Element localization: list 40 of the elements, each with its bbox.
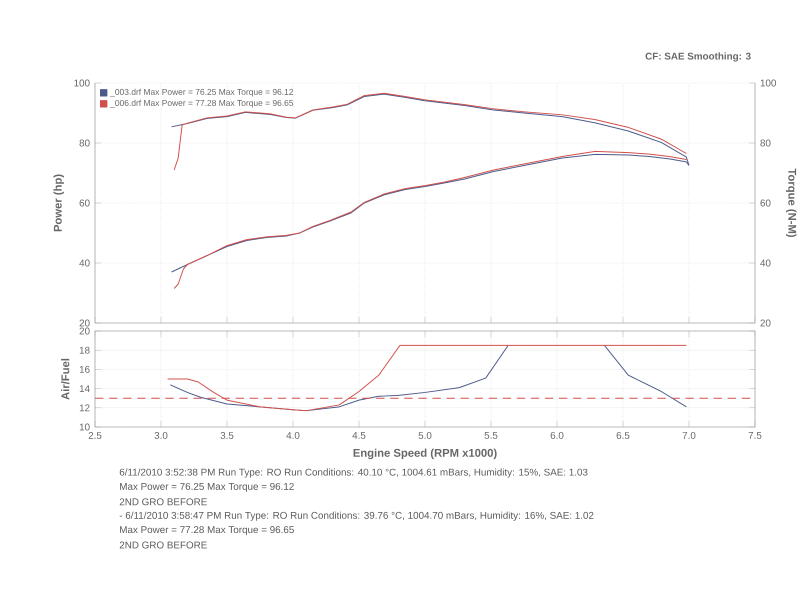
y-tick-label: 18	[80, 346, 90, 354]
text: 2ND GRO BEFORE	[120, 542, 207, 548]
y-tick-label: 40	[79, 260, 90, 266]
x-tick-label: 6.0	[550, 432, 564, 439]
x-tick-label: 5.5	[484, 432, 498, 439]
y-tick-label: 100	[74, 80, 90, 86]
x-tick-label: 3.0	[154, 432, 168, 439]
y-tick-label: 14	[80, 385, 90, 392]
y-tick-label: 60	[80, 200, 90, 206]
y2-tick-label: 100	[760, 80, 776, 86]
y2-axis-title: Torque (N-M)	[786, 168, 797, 237]
text: Max Power = 76.25 Max Torque = 96.12	[120, 482, 294, 492]
x-tick-label: 4.0	[286, 432, 300, 439]
x-tick-label: 5.0	[418, 432, 432, 439]
text: Max Power = 77.28 Max Torque = 96.65	[120, 526, 294, 536]
y-tick-label: 12	[80, 404, 90, 412]
y-axis-title: Air/Fuel	[61, 358, 70, 400]
y-tick-label: 20	[80, 328, 90, 334]
y-tick-label: 16	[80, 366, 90, 373]
x-tick-label: 2.5	[88, 432, 102, 439]
text: CF: SAE Smoothing: 3	[646, 52, 751, 62]
x-tick-label: 6.5	[616, 432, 630, 439]
legend-label: _006.drf Max Power = 77.28 Max Torque = 96.65	[110, 100, 294, 108]
y2-tick-label: 80	[760, 140, 771, 146]
x-tick-label: 7.5	[748, 432, 762, 439]
x-tick-label: 3.5	[220, 432, 234, 439]
x-axis-title: Engine Speed (RPM x1000)	[354, 448, 497, 460]
y-tick-label: 10	[80, 424, 90, 430]
text: 6/11/2010 3:52:38 PM Run Type: RO Run Conditions: 40.10 °C, 1004.61 mBars, Humidity: 15%, SAE: 1.03	[120, 468, 588, 478]
y-tick-label: 20	[80, 320, 90, 326]
y-tick-label: 80	[80, 140, 90, 146]
y2-tick-label: 60	[760, 200, 771, 206]
x-tick-label: 4.5	[352, 432, 366, 439]
y2-tick-label: 20	[760, 320, 771, 326]
x-tick-label: 7.0	[682, 432, 696, 439]
y-axis-title: Power (hp)	[53, 174, 64, 232]
text: - 6/11/2010 3:58:47 PM Run Type: RO Run Conditions: 39.76 °C, 1004.70 mBars, Humidity: 16%, SAE: 1.02	[120, 512, 594, 521]
legend-label: _003.drf Max Power = 76.25 Max Torque = 96.12	[110, 88, 294, 97]
text: 2ND GRO BEFORE	[120, 498, 207, 506]
y2-tick-label: 40	[760, 260, 771, 266]
